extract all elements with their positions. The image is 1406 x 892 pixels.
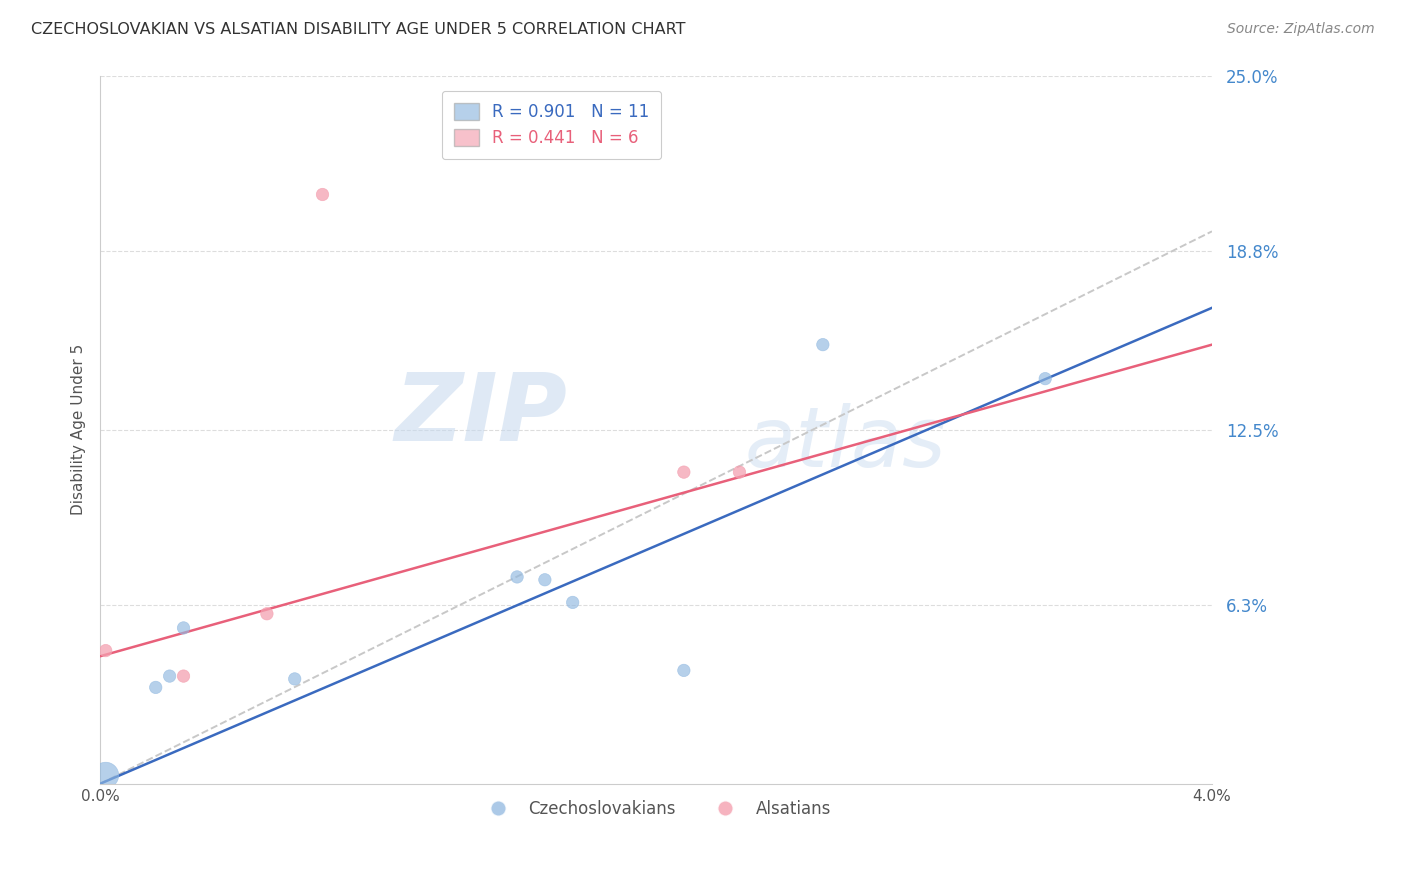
Point: [145, 681, 167, 695]
Point: [534, 573, 557, 587]
Point: [672, 664, 695, 678]
Point: [728, 465, 751, 479]
Point: [94, 768, 117, 782]
Point: [311, 187, 333, 202]
Point: [672, 465, 695, 479]
Text: atlas: atlas: [745, 403, 946, 484]
Point: [284, 672, 307, 686]
Point: [1033, 371, 1056, 385]
Point: [173, 621, 195, 635]
Point: [506, 570, 529, 584]
Text: ZIP: ZIP: [394, 369, 567, 461]
Point: [561, 595, 583, 609]
Point: [159, 669, 181, 683]
Point: [811, 337, 834, 351]
Legend: Czechoslovakians, Alsatians: Czechoslovakians, Alsatians: [475, 794, 838, 825]
Point: [173, 669, 195, 683]
Text: Source: ZipAtlas.com: Source: ZipAtlas.com: [1227, 22, 1375, 37]
Point: [94, 643, 117, 657]
Text: CZECHOSLOVAKIAN VS ALSATIAN DISABILITY AGE UNDER 5 CORRELATION CHART: CZECHOSLOVAKIAN VS ALSATIAN DISABILITY A…: [31, 22, 686, 37]
Point: [256, 607, 278, 621]
Y-axis label: Disability Age Under 5: Disability Age Under 5: [72, 344, 86, 516]
